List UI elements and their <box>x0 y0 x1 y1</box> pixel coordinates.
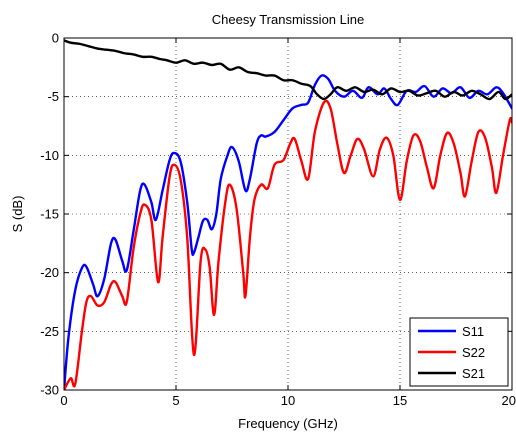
series-line-s11 <box>64 74 512 390</box>
y-tick-label: -5 <box>47 89 59 104</box>
y-tick-label: -15 <box>40 207 59 222</box>
x-axis-title: Frequency (GHz) <box>238 416 338 431</box>
series-layer <box>64 39 512 390</box>
chart-title: Cheesy Transmission Line <box>212 12 364 27</box>
x-tick-label: 20 <box>502 393 516 408</box>
legend-label-s11: S11 <box>462 324 484 339</box>
y-tick-label: -10 <box>40 148 59 163</box>
y-tick-label: -25 <box>40 324 59 339</box>
legend-label-s21: S21 <box>462 366 485 381</box>
tick-labels: 0 5 10 15 20 0 -5 -10 -15 -20 -25 -30 <box>40 31 516 409</box>
y-tick-label: 0 <box>52 31 59 46</box>
x-tick-label: 0 <box>60 393 67 408</box>
y-tick-label: -20 <box>40 265 59 280</box>
legend-label-s22: S22 <box>462 345 485 360</box>
x-tick-label: 10 <box>281 393 295 408</box>
legend: S11 S22 S21 <box>409 317 509 387</box>
series-line-s22 <box>64 99 512 390</box>
x-tick-label: 15 <box>393 393 407 408</box>
grid <box>64 38 512 390</box>
ticks <box>63 37 513 391</box>
series-line-s21 <box>64 39 512 101</box>
y-tick-label: -30 <box>40 383 59 398</box>
x-tick-label: 5 <box>172 393 179 408</box>
y-axis-title: S (dB) <box>10 196 25 233</box>
